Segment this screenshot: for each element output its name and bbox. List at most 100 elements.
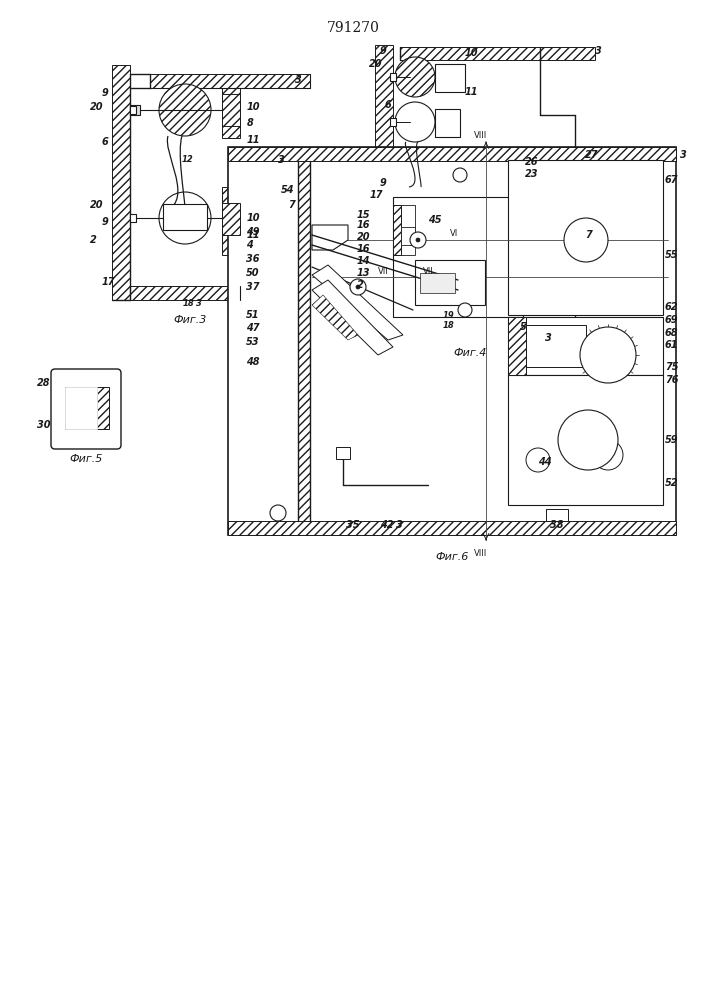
Bar (228, 147, 676, 161)
Bar (400, 47, 595, 60)
Bar (65, 387, 97, 429)
Text: 6: 6 (385, 100, 392, 110)
Text: 3: 3 (595, 46, 602, 56)
Text: 37: 37 (246, 282, 259, 292)
Text: 52: 52 (665, 478, 679, 488)
Circle shape (558, 405, 658, 505)
Text: 19: 19 (443, 310, 455, 320)
Text: Фиг.6: Фиг.6 (436, 552, 469, 562)
Bar (65, 387, 97, 429)
Text: 59: 59 (665, 435, 679, 445)
Bar (150, 74, 310, 88)
Text: 3: 3 (295, 75, 302, 85)
Text: 20: 20 (90, 102, 103, 112)
Bar (130, 105, 140, 115)
Bar (222, 203, 240, 235)
Text: 9: 9 (102, 217, 109, 227)
Bar (112, 65, 130, 300)
Text: 28: 28 (37, 378, 50, 388)
Text: 20: 20 (357, 232, 370, 242)
Circle shape (526, 448, 550, 472)
FancyBboxPatch shape (51, 369, 121, 449)
Bar (228, 521, 676, 535)
Text: 5: 5 (520, 322, 527, 332)
Text: 10: 10 (465, 48, 479, 58)
Text: 11: 11 (465, 87, 479, 97)
Text: 53: 53 (246, 337, 259, 347)
Circle shape (453, 168, 467, 182)
Text: 11: 11 (247, 230, 260, 240)
Polygon shape (312, 265, 403, 340)
Text: 9: 9 (102, 88, 109, 98)
Circle shape (416, 238, 420, 242)
Text: 16: 16 (357, 244, 370, 254)
Text: 42: 42 (380, 520, 394, 530)
Text: Фиг.3: Фиг.3 (173, 315, 206, 325)
Bar (393, 197, 523, 317)
Text: 47: 47 (246, 323, 259, 333)
Text: 54: 54 (281, 185, 295, 195)
Text: 30: 30 (37, 420, 50, 430)
Bar (508, 317, 663, 375)
Text: 791270: 791270 (327, 21, 380, 35)
Text: 20: 20 (369, 59, 382, 69)
Text: 9: 9 (380, 178, 387, 188)
Text: 7: 7 (585, 230, 592, 240)
Circle shape (159, 84, 211, 136)
Bar (130, 214, 136, 222)
Text: 51: 51 (246, 310, 259, 320)
Text: 14: 14 (357, 256, 370, 266)
Polygon shape (312, 225, 348, 250)
Text: VI: VI (450, 230, 458, 238)
Circle shape (580, 327, 636, 383)
Text: 18: 18 (443, 320, 455, 330)
Text: 13: 13 (357, 268, 370, 278)
Polygon shape (312, 280, 393, 355)
Bar (420, 273, 455, 293)
Bar (390, 73, 396, 81)
Text: 36: 36 (246, 254, 259, 264)
Text: 27: 27 (585, 150, 599, 160)
Text: 55: 55 (665, 250, 679, 260)
Text: VII: VII (378, 266, 389, 275)
Text: 68: 68 (665, 328, 679, 338)
Bar (508, 375, 663, 505)
Bar (375, 45, 393, 330)
Text: 18: 18 (183, 298, 194, 308)
Text: 15: 15 (357, 210, 370, 220)
Text: 38: 38 (550, 520, 563, 530)
Circle shape (356, 285, 360, 289)
Circle shape (458, 303, 472, 317)
Bar (435, 64, 465, 92)
Text: 20: 20 (90, 200, 103, 210)
Bar (435, 109, 460, 137)
Text: VII: VII (423, 266, 434, 275)
Bar (222, 94, 240, 126)
Text: 26: 26 (525, 157, 539, 167)
Text: 17: 17 (370, 190, 383, 200)
Bar (393, 205, 415, 255)
Bar (401, 227, 415, 245)
Text: 10: 10 (247, 213, 260, 223)
Text: 44: 44 (538, 457, 551, 467)
Bar (393, 205, 401, 255)
Circle shape (395, 102, 435, 142)
Bar (336, 447, 350, 459)
Text: 10: 10 (247, 102, 260, 112)
Text: 2: 2 (357, 280, 363, 290)
Text: 3: 3 (196, 298, 202, 308)
Circle shape (270, 505, 286, 521)
Text: 12: 12 (182, 155, 194, 164)
Text: Фиг.4: Фиг.4 (453, 348, 486, 358)
Bar (508, 160, 663, 315)
Text: 45: 45 (428, 215, 441, 225)
Circle shape (159, 192, 211, 244)
Bar (393, 187, 523, 197)
Bar (163, 204, 207, 230)
Text: 3: 3 (680, 150, 686, 160)
Text: 9: 9 (380, 46, 387, 56)
Text: VIII: VIII (474, 130, 487, 139)
Circle shape (350, 279, 366, 295)
Text: 69: 69 (665, 315, 679, 325)
Text: 50: 50 (246, 268, 259, 278)
